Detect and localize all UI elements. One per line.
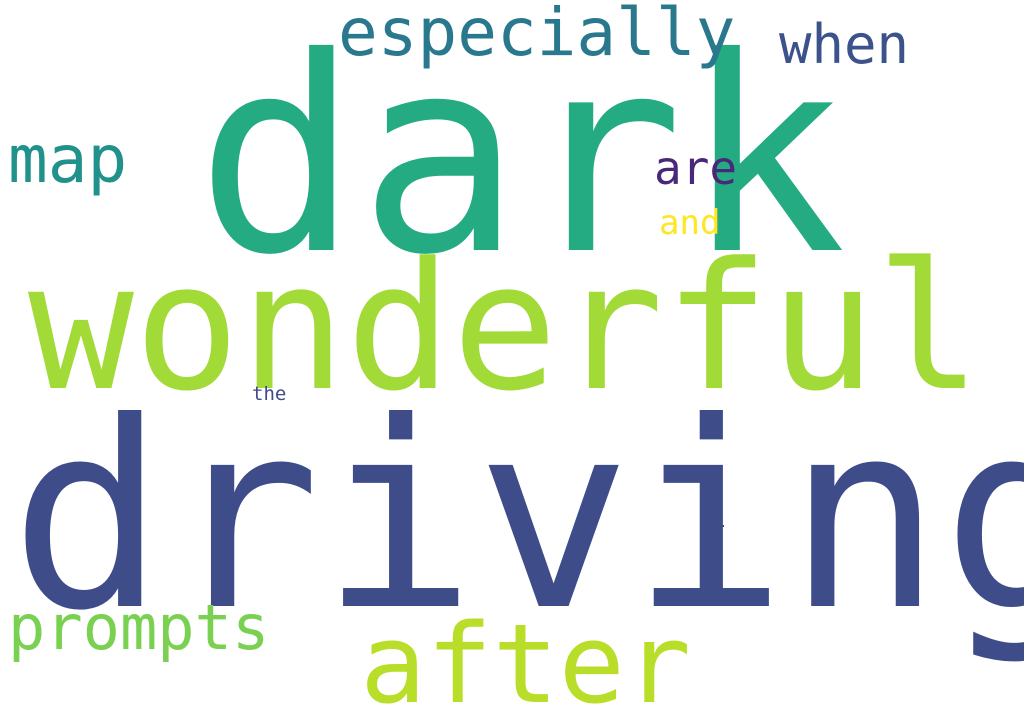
word-the: the: [252, 383, 287, 405]
word-prompts: prompts: [8, 591, 270, 664]
word-wonderful: wonderful: [28, 225, 982, 430]
tiny-word-speck: [722, 525, 724, 527]
word-after: after: [360, 600, 692, 720]
word-driving: driving: [10, 367, 1024, 667]
word-when: when: [779, 13, 910, 76]
word-and: and: [659, 203, 721, 243]
word-are: are: [654, 141, 738, 195]
word-map: map: [8, 121, 128, 198]
word-dark: dark: [196, 0, 847, 314]
word-especially: especially: [338, 0, 736, 71]
